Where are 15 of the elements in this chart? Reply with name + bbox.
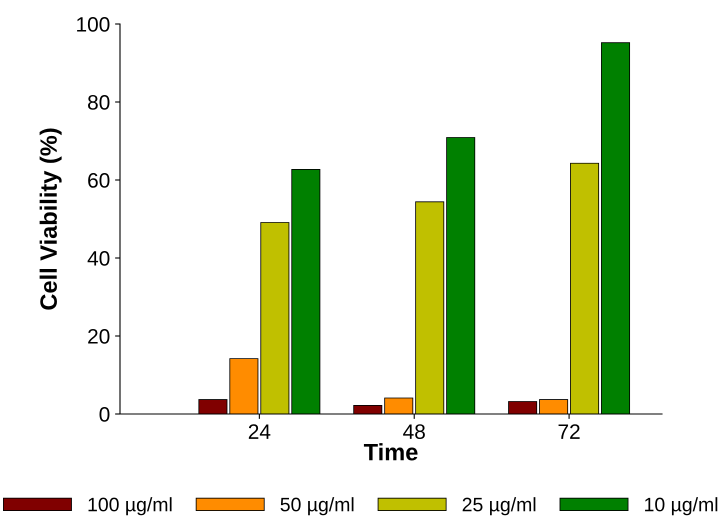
x-tick-label: 48 [403, 424, 425, 440]
legend-label: 25 µg/ml [462, 497, 536, 516]
legend-label: 10 µg/ml [645, 497, 718, 516]
y-tick-label: 80 [88, 95, 110, 110]
x-tick-label: 72 [558, 424, 580, 439]
y-axis-title: Cell Viability (%) [40, 128, 62, 310]
legend-label: 100 µg/ml [88, 497, 172, 516]
y-tick-label: 0 [100, 407, 110, 422]
y-tick-label: 60 [88, 173, 110, 188]
y-tick-label: 20 [88, 329, 110, 344]
x-tick-label: 24 [248, 424, 270, 439]
y-tick-label: 40 [88, 251, 110, 266]
y-tick-label: 100 [77, 17, 110, 32]
legend-label: 50 µg/ml [280, 497, 354, 516]
x-axis-title: Time [364, 443, 418, 460]
